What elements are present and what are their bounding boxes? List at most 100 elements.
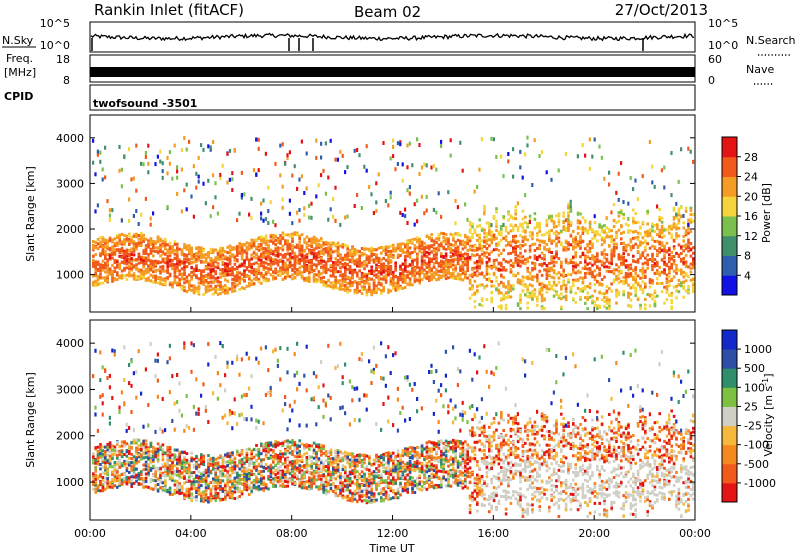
echo-cell <box>138 262 141 265</box>
echo-cell <box>154 246 157 249</box>
echo-cell <box>142 252 145 255</box>
echo-cell <box>651 279 654 282</box>
echo-cell <box>358 269 361 272</box>
echo-cell <box>123 269 126 272</box>
echo-cell <box>682 226 685 229</box>
echo-cell <box>402 251 405 254</box>
echo-cell <box>217 280 220 283</box>
echo-cell <box>409 239 412 242</box>
echo-cell <box>411 283 414 286</box>
echo-cell <box>258 138 260 142</box>
echo-cell <box>656 227 659 230</box>
echo-cell <box>205 257 208 260</box>
echo-cell <box>452 268 455 271</box>
echo-cell <box>500 225 503 228</box>
echo-cell <box>298 270 301 273</box>
echo-cell <box>630 299 633 302</box>
echo-cell <box>385 245 388 248</box>
echo-cell <box>106 268 109 271</box>
echo-cell <box>325 141 327 145</box>
echo-cell <box>498 262 501 265</box>
echo-cell <box>469 279 472 282</box>
echo-cell <box>390 290 393 293</box>
echo-cell <box>447 260 450 263</box>
echo-cell <box>94 413 96 417</box>
echo-cell <box>538 288 541 291</box>
echo-cell <box>174 271 177 274</box>
echo-cell <box>313 263 316 266</box>
echo-cell <box>121 219 123 223</box>
echo-cell <box>615 221 618 224</box>
echo-cell <box>375 288 378 291</box>
echo-cell <box>157 240 160 243</box>
echo-cell <box>606 290 609 293</box>
echo-cell <box>529 283 532 286</box>
echo-cell <box>582 253 585 256</box>
echo-cell <box>466 253 469 256</box>
echo-cell <box>387 246 390 249</box>
echo-cell <box>152 246 155 249</box>
echo-cell <box>198 277 201 280</box>
echo-cell <box>356 274 359 277</box>
echo-cell <box>104 146 106 150</box>
echo-cell <box>318 260 321 263</box>
echo-cell <box>138 258 141 261</box>
echo-cell <box>478 240 481 243</box>
echo-cell <box>92 483 95 486</box>
echo-cell <box>428 268 431 271</box>
echo-cell <box>387 266 390 269</box>
echo-cell <box>145 268 148 271</box>
echo-cell <box>577 227 580 230</box>
echo-cell <box>186 254 189 257</box>
echo-cell <box>126 274 129 277</box>
echo-cell <box>615 275 618 278</box>
station-title: Rankin Inlet (fitACF) <box>94 1 244 19</box>
echo-cell <box>637 232 640 235</box>
echo-cell <box>481 249 484 252</box>
echo-cell <box>128 249 131 252</box>
echo-cell <box>200 272 203 275</box>
echo-cell <box>565 241 568 244</box>
echo-cell <box>397 278 400 281</box>
echo-cell <box>260 239 263 242</box>
echo-cell <box>342 246 345 249</box>
echo-cell <box>294 267 297 270</box>
echo-cell <box>164 244 167 247</box>
echo-cell <box>622 213 625 216</box>
echo-cell <box>519 234 522 237</box>
echo-cell <box>572 240 575 243</box>
echo-cell <box>397 243 400 246</box>
echo-cell <box>277 259 280 262</box>
echo-cell <box>565 284 568 287</box>
echo-cell <box>382 278 385 281</box>
echo-cell <box>166 265 169 268</box>
echo-cell <box>630 286 633 289</box>
echo-cell <box>262 219 264 223</box>
echo-cell <box>118 236 121 239</box>
echo-cell <box>450 275 453 278</box>
echo-cell <box>114 261 117 264</box>
echo-cell <box>97 150 99 154</box>
echo-cell <box>272 234 275 237</box>
echo-cell <box>416 279 419 282</box>
echo-cell <box>447 190 449 194</box>
echo-cell <box>522 226 525 229</box>
echo-cell <box>502 215 505 218</box>
echo-cell <box>625 281 628 284</box>
echo-cell <box>169 274 172 277</box>
echo-cell <box>140 162 142 166</box>
echo-cell <box>416 219 418 223</box>
echo-cell <box>579 241 582 244</box>
echo-cell <box>474 293 477 296</box>
echo-cell <box>390 277 393 280</box>
echo-cell <box>358 290 361 293</box>
echo-cell <box>584 230 587 233</box>
echo-cell <box>452 249 455 252</box>
echo-cell <box>349 265 352 268</box>
echo-cell <box>176 251 179 254</box>
echo-cell <box>219 285 222 288</box>
echo-cell <box>332 265 335 268</box>
echo-cell <box>433 208 435 212</box>
echo-cell <box>416 272 419 275</box>
